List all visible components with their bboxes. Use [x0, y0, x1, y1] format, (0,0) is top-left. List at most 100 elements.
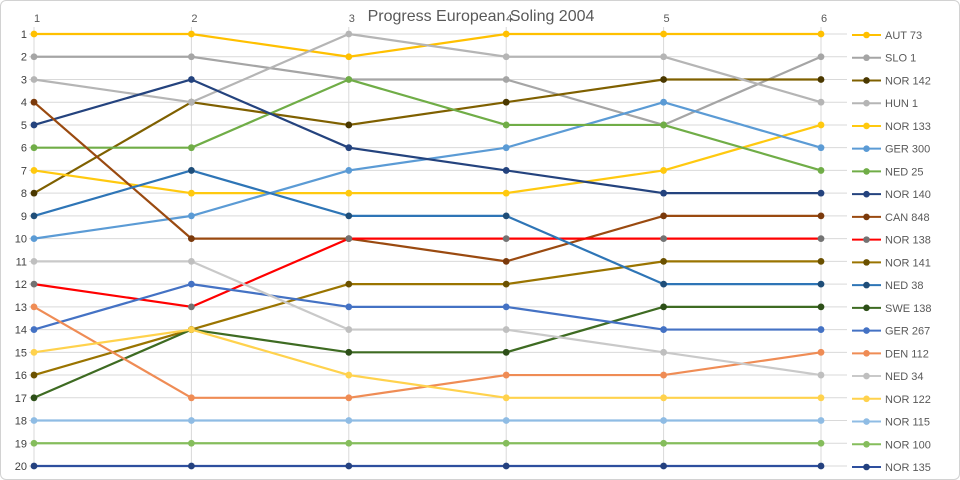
legend-label: AUT 73 [885, 30, 922, 42]
x-axis-labels: 1 2 3 4 5 6 [34, 13, 827, 25]
data-point-marker [30, 371, 38, 379]
data-point-marker [188, 235, 195, 243]
series-line [32, 78, 823, 195]
y-tick-label: 15 [15, 347, 27, 359]
x-tick-label: 3 [349, 13, 355, 25]
legend-label: NOR 115 [885, 417, 930, 429]
data-point-marker [345, 417, 353, 424]
data-point-marker [502, 326, 510, 333]
series-hun-1 [30, 30, 825, 106]
data-point-marker [502, 144, 510, 152]
data-point-marker [188, 394, 195, 402]
legend-item-nor-138: NOR 138 [852, 235, 931, 247]
legend-item-ger-300: GER 300 [852, 144, 930, 156]
series-nor-140 [30, 76, 825, 197]
data-point-marker [30, 167, 38, 174]
y-tick-label: 3 [21, 74, 27, 86]
data-point-marker [502, 189, 510, 197]
series-line [32, 32, 823, 104]
y-tick-label: 7 [21, 165, 27, 177]
series-line [32, 78, 823, 172]
legend-label: CAN 848 [885, 212, 930, 224]
series-line [32, 305, 823, 399]
data-point-marker [817, 212, 825, 220]
legend-item-can-848: CAN 848 [852, 212, 930, 224]
data-point-marker [188, 76, 195, 83]
data-point-marker [502, 53, 510, 61]
y-tick-label: 5 [21, 120, 27, 132]
legend-label: NED 38 [885, 280, 924, 292]
data-point-marker [817, 189, 825, 197]
legend-label: NED 34 [885, 371, 924, 383]
data-point-marker [188, 280, 195, 288]
data-point-marker [30, 144, 38, 152]
legend-item-den-112: DEN 112 [852, 348, 929, 360]
y-tick-label: 10 [15, 234, 27, 246]
legend-swatch-marker [863, 463, 870, 471]
legend-swatch-marker [863, 54, 870, 62]
legend-item-nor-133: NOR 133 [852, 121, 931, 133]
series-ned-25 [30, 76, 825, 174]
data-point-marker [188, 439, 195, 447]
series-nor-133 [30, 121, 825, 197]
series-ned-34 [30, 257, 825, 379]
data-point-marker [30, 30, 38, 38]
data-point-marker [345, 167, 353, 174]
legend-swatch-marker [863, 31, 870, 39]
series-nor-138 [30, 235, 825, 311]
legend-label: NOR 133 [885, 121, 931, 133]
data-point-marker [345, 348, 353, 356]
data-point-marker [30, 121, 38, 129]
data-point-marker [660, 348, 667, 356]
legend-label: NOR 141 [885, 257, 931, 269]
legend-label: NOR 135 [885, 462, 931, 474]
data-point-marker [502, 235, 510, 243]
data-point-marker [817, 348, 825, 356]
data-point-marker [188, 53, 195, 61]
data-point-marker [345, 53, 353, 61]
data-point-marker [30, 53, 38, 61]
legend-item-swe-138: SWE 138 [852, 303, 931, 315]
x-tick-label: 4 [506, 13, 512, 25]
y-tick-label: 18 [15, 416, 27, 428]
legend-label: SLO 1 [885, 53, 916, 65]
legend-swatch-marker [863, 304, 870, 312]
series-line [32, 123, 823, 195]
series-line [32, 169, 823, 286]
series-line [32, 328, 823, 399]
data-point-marker [660, 76, 667, 83]
data-point-marker [345, 394, 353, 402]
data-point-marker [30, 280, 38, 288]
y-tick-label: 16 [15, 370, 27, 382]
legend-item-nor-115: NOR 115 [852, 417, 930, 429]
y-tick-label: 11 [16, 256, 27, 268]
y-tick-label: 9 [21, 211, 27, 223]
legend-swatch-marker [863, 372, 870, 380]
data-point-marker [30, 303, 38, 311]
y-tick-label: 2 [21, 52, 27, 64]
legend-swatch-marker [863, 259, 870, 266]
data-point-marker [30, 462, 38, 470]
series-nor-141 [30, 257, 825, 379]
y-tick-label: 14 [15, 325, 27, 337]
y-tick-label: 1 [21, 29, 27, 41]
data-point-marker [660, 257, 667, 265]
data-point-marker [817, 326, 825, 333]
y-tick-label: 19 [15, 438, 27, 450]
y-tick-label: 6 [21, 143, 27, 155]
data-point-marker [30, 189, 38, 197]
legend-swatch-marker [863, 99, 870, 107]
legend-label: NOR 140 [885, 189, 931, 201]
legend-swatch-marker [863, 418, 870, 425]
legend-item-slo-1: SLO 1 [852, 53, 916, 65]
data-point-marker [817, 417, 825, 424]
data-point-marker [502, 394, 510, 402]
data-point-marker [188, 303, 195, 311]
data-point-marker [30, 98, 38, 106]
data-point-marker [502, 257, 510, 265]
data-point-marker [817, 30, 825, 38]
data-point-marker [502, 348, 510, 356]
